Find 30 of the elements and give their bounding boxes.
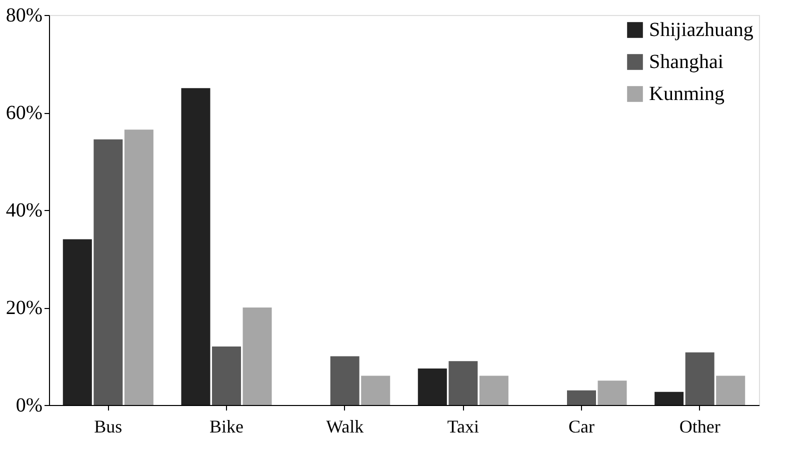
bar: [567, 390, 596, 405]
x-tick-label: Taxi: [447, 416, 480, 436]
legend-label: Shanghai: [649, 51, 724, 73]
x-tick-label: Bike: [210, 416, 244, 436]
bar: [330, 356, 360, 405]
legend-label: Shijiazhuang: [649, 19, 754, 41]
bar: [124, 130, 154, 405]
bar: [242, 308, 272, 405]
x-tick-label: Car: [568, 416, 594, 436]
y-tick-label: 0%: [16, 394, 42, 416]
bar: [94, 139, 123, 405]
bar: [598, 380, 627, 405]
bar: [448, 361, 478, 405]
y-tick-label: 40%: [6, 200, 42, 222]
x-tick-label: Other: [679, 416, 720, 436]
x-tick-label: Bus: [94, 416, 122, 436]
bar: [361, 376, 390, 405]
legend-label: Kunming: [649, 83, 725, 105]
y-tick-label: 80%: [6, 4, 42, 26]
bar: [62, 239, 92, 405]
x-tick-label: Walk: [326, 416, 364, 436]
bar: [685, 352, 714, 405]
bar: [654, 392, 684, 405]
y-tick-label: 20%: [6, 297, 42, 319]
bar: [418, 368, 447, 405]
bar: [716, 376, 746, 405]
bar: [479, 376, 508, 405]
bar: [212, 346, 241, 405]
bar: [181, 88, 210, 405]
y-tick-label: 60%: [6, 102, 42, 124]
